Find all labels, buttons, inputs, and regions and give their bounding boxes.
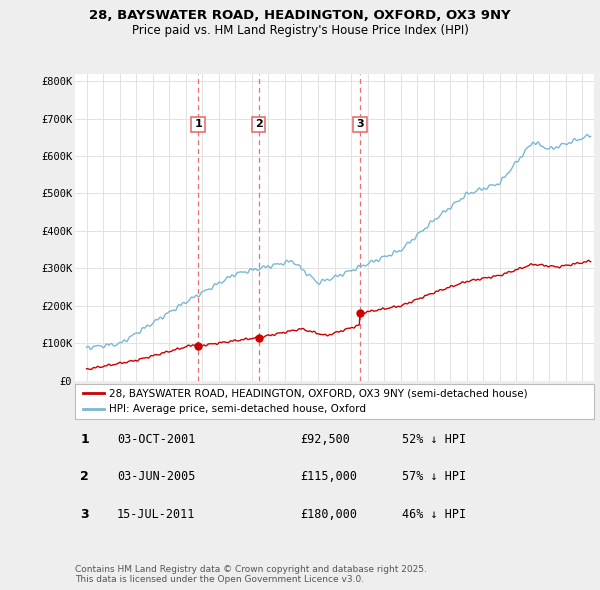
Text: 57% ↓ HPI: 57% ↓ HPI <box>402 470 466 483</box>
Text: Price paid vs. HM Land Registry's House Price Index (HPI): Price paid vs. HM Land Registry's House … <box>131 24 469 37</box>
Text: 28, BAYSWATER ROAD, HEADINGTON, OXFORD, OX3 9NY: 28, BAYSWATER ROAD, HEADINGTON, OXFORD, … <box>89 9 511 22</box>
Text: HPI: Average price, semi-detached house, Oxford: HPI: Average price, semi-detached house,… <box>109 404 366 414</box>
Text: Contains HM Land Registry data © Crown copyright and database right 2025.
This d: Contains HM Land Registry data © Crown c… <box>75 565 427 584</box>
Text: 2: 2 <box>80 470 89 483</box>
Text: 52% ↓ HPI: 52% ↓ HPI <box>402 433 466 446</box>
Text: 03-JUN-2005: 03-JUN-2005 <box>117 470 196 483</box>
Text: 03-OCT-2001: 03-OCT-2001 <box>117 433 196 446</box>
Text: 15-JUL-2011: 15-JUL-2011 <box>117 508 196 521</box>
Text: 1: 1 <box>80 433 89 446</box>
Text: 28, BAYSWATER ROAD, HEADINGTON, OXFORD, OX3 9NY (semi-detached house): 28, BAYSWATER ROAD, HEADINGTON, OXFORD, … <box>109 388 527 398</box>
Text: £115,000: £115,000 <box>300 470 357 483</box>
Text: £92,500: £92,500 <box>300 433 350 446</box>
Text: 3: 3 <box>356 119 364 129</box>
Text: 46% ↓ HPI: 46% ↓ HPI <box>402 508 466 521</box>
Text: 3: 3 <box>80 508 89 521</box>
Text: £180,000: £180,000 <box>300 508 357 521</box>
Text: 1: 1 <box>194 119 202 129</box>
Text: 2: 2 <box>255 119 263 129</box>
